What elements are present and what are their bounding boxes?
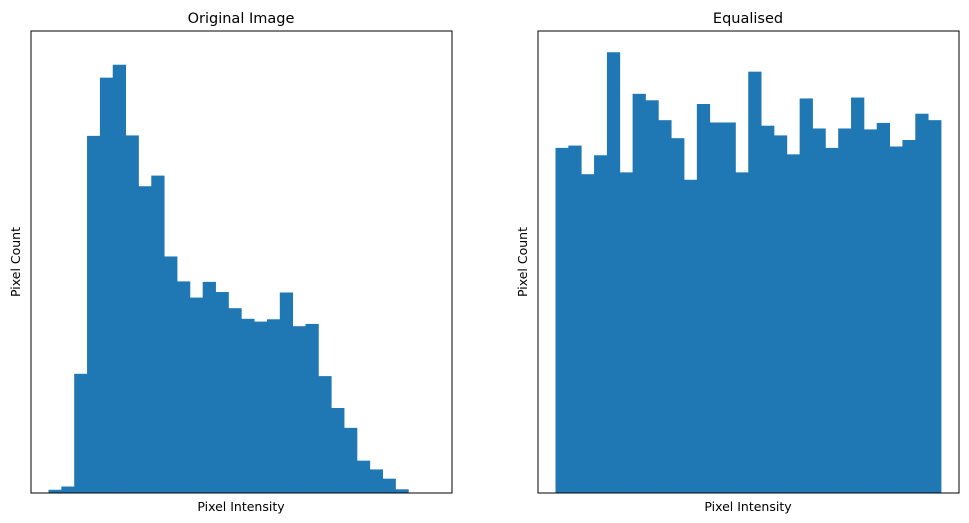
histogram-bar: [266, 319, 281, 493]
histogram-bar: [254, 321, 268, 493]
histogram-bar: [202, 281, 216, 493]
histogram-bar: [863, 129, 878, 493]
histogram-bar: [292, 326, 306, 493]
histogram-bar: [735, 172, 749, 493]
histogram-bar: [177, 281, 191, 493]
histogram-bar: [344, 427, 358, 493]
histogram-bar: [555, 147, 569, 493]
histogram-bar: [915, 113, 929, 493]
axes-frame: [30, 30, 453, 494]
histogram-bar: [151, 175, 165, 494]
histogram-bar: [671, 138, 685, 493]
histogram-bar: [305, 323, 319, 493]
histogram-bar: [606, 52, 621, 493]
histogram-bar: [812, 128, 826, 494]
y-axis-label: Pixel Count: [515, 227, 530, 297]
histogram-bar: [61, 486, 75, 493]
histogram-bar: [112, 64, 126, 493]
histogram-bar: [241, 318, 255, 493]
equalised-histogram: Equalised Pixel Intensity Pixel Count: [515, 11, 960, 514]
histogram-bar: [164, 256, 178, 493]
histogram-bar: [851, 97, 865, 493]
chart-title: Equalised: [713, 11, 783, 27]
bar-group: [555, 52, 942, 494]
histogram-bar: [125, 135, 139, 493]
histogram-bar: [99, 77, 114, 493]
histogram-bar: [619, 172, 633, 493]
histogram-bar: [786, 154, 801, 493]
histogram-bar: [722, 122, 736, 493]
histogram-bar: [594, 155, 608, 493]
histogram-bar: [696, 104, 711, 493]
histogram-bar: [87, 135, 101, 493]
histogram-bar: [658, 120, 672, 494]
histogram-bar: [902, 140, 916, 493]
histogram-bar: [799, 98, 813, 493]
histogram-bar: [395, 489, 409, 493]
histogram-bar: [331, 407, 345, 493]
histogram-bar: [632, 93, 646, 493]
histogram-bar: [382, 478, 396, 493]
histogram-bar: [369, 469, 383, 493]
histogram-bar: [876, 122, 890, 493]
histogram-bar: [928, 120, 942, 494]
histogram-bar: [773, 135, 788, 493]
histogram-bar: [645, 100, 659, 494]
histogram-bar: [74, 373, 88, 493]
histogram-bar: [838, 128, 852, 494]
chart-title: Original Image: [188, 11, 295, 27]
original-image-histogram: Original Image Pixel Intensity Pixel Cou…: [8, 11, 453, 514]
histogram-bar: [138, 186, 152, 494]
x-axis-label: Pixel Intensity: [704, 499, 792, 514]
histogram-bar: [48, 489, 62, 493]
histogram-bar: [889, 146, 903, 493]
histogram-bar: [684, 179, 698, 493]
histogram-bar: [356, 460, 371, 493]
histogram-bar: [761, 125, 775, 494]
histogram-bar: [748, 71, 762, 493]
histogram-bar: [709, 122, 723, 493]
histogram-bar: [189, 297, 204, 493]
x-axis-label: Pixel Intensity: [197, 499, 285, 514]
bar-group: [48, 64, 409, 494]
histogram-bar: [581, 174, 595, 493]
histogram-bar: [228, 308, 242, 493]
histogram-bar: [318, 376, 332, 493]
histogram-bar: [825, 147, 839, 493]
histogram-bar: [568, 145, 582, 493]
axes-frame: [537, 30, 960, 494]
histogram-bar: [279, 292, 294, 493]
y-axis-label: Pixel Count: [8, 227, 23, 297]
histogram-bar: [215, 292, 229, 493]
